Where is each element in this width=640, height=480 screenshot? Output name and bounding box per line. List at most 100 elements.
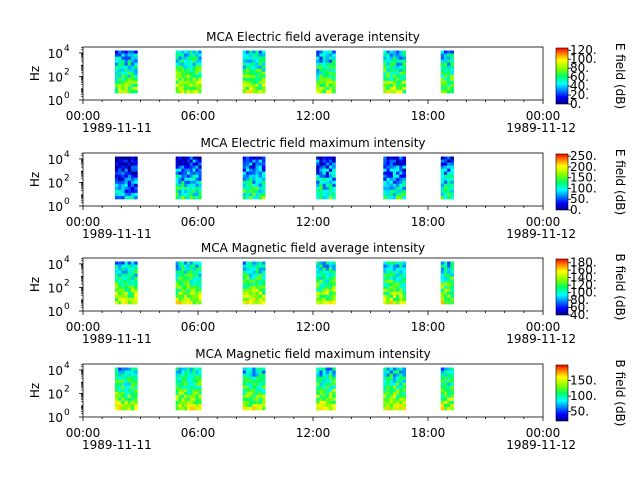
spectrogram-cell xyxy=(130,397,135,402)
y-tick-exponent: 0 xyxy=(64,197,70,207)
spectrogram-cell xyxy=(328,385,333,390)
spectrogram-cell xyxy=(392,168,397,173)
spectrogram-cell xyxy=(328,391,333,396)
spectrogram-cell xyxy=(383,394,387,399)
spectrogram-cell xyxy=(245,394,250,399)
spectrogram-cell xyxy=(114,74,119,79)
spectrogram-cell xyxy=(383,59,387,64)
spectrogram-cell xyxy=(184,186,188,191)
spectrogram-cell xyxy=(181,53,185,57)
spectrogram-cell xyxy=(134,376,138,381)
spectrogram-cell xyxy=(114,379,119,384)
spectrogram-cell xyxy=(114,165,119,170)
spectrogram-cell xyxy=(181,264,185,268)
spectrogram-cell xyxy=(127,59,132,64)
spectrogram-cell xyxy=(187,282,191,287)
spectrogram-cell xyxy=(252,65,256,70)
spectrogram-cell xyxy=(178,300,182,305)
spectrogram-cell xyxy=(198,177,202,182)
spectrogram-cell xyxy=(189,65,194,70)
spectrogram-cell xyxy=(130,192,135,197)
spectrogram-cell xyxy=(332,294,336,299)
spectrogram-cell xyxy=(252,388,256,393)
spectrogram-cell xyxy=(447,394,451,399)
spectrogram-cell xyxy=(396,300,400,305)
spectrogram-cell xyxy=(198,294,202,299)
spectrogram-cell xyxy=(252,394,256,399)
spectrogram-cell xyxy=(383,282,387,287)
spectrogram-cell xyxy=(447,264,451,268)
spectrogram-cell xyxy=(316,367,320,371)
spectrogram-cell xyxy=(249,183,253,188)
spectrogram-cell xyxy=(386,282,391,287)
spectrogram-cell xyxy=(192,279,196,284)
spectrogram-cell xyxy=(258,270,263,275)
spectrogram-cell xyxy=(189,195,194,200)
spectrogram-cell xyxy=(127,71,132,76)
spectrogram-cell xyxy=(319,71,323,76)
spectrogram-cell xyxy=(181,168,185,173)
spectrogram-cell xyxy=(396,282,400,287)
spectrogram-cell xyxy=(440,270,445,275)
spectrogram-cell xyxy=(178,403,182,408)
spectrogram-cell xyxy=(249,300,253,305)
spectrogram-cell xyxy=(198,279,202,284)
spectrogram-cell xyxy=(319,177,323,182)
spectrogram-cell xyxy=(396,71,400,76)
spectrogram-cell xyxy=(189,285,194,290)
spectrogram-cell xyxy=(198,186,202,191)
spectrogram-cell xyxy=(255,83,260,88)
x-tick-label: 06:00 xyxy=(181,215,216,229)
spectrogram-cell xyxy=(192,168,196,173)
spectrogram-cell xyxy=(447,65,451,70)
spectrogram-cell xyxy=(124,370,129,374)
spectrogram-cell xyxy=(134,53,138,57)
spectrogram-cell xyxy=(195,177,199,182)
spectrogram-cell xyxy=(195,397,199,402)
spectrogram-cell xyxy=(252,59,256,64)
chart-panel-3: MCA Magnetic field average intensityHz10… xyxy=(28,241,627,346)
spectrogram-cell xyxy=(325,74,330,79)
spectrogram-cell xyxy=(450,77,454,82)
spectrogram-cell xyxy=(184,397,188,402)
spectrogram-cell xyxy=(258,168,263,173)
spectrogram-cell xyxy=(187,86,191,91)
spectrogram-cell xyxy=(443,180,448,185)
spectrogram-cell xyxy=(440,403,445,408)
spectrogram-cell xyxy=(121,83,125,88)
spectrogram-cell xyxy=(118,174,122,179)
spectrogram-cell xyxy=(245,195,250,200)
spectrogram-cell xyxy=(127,379,132,384)
spectrogram-cell xyxy=(187,83,191,88)
spectrogram-cell xyxy=(134,373,138,378)
spectrogram-cell xyxy=(322,195,327,200)
spectrogram-cell xyxy=(392,171,397,176)
spectrogram-cell xyxy=(114,50,119,54)
spectrogram-cell xyxy=(316,288,320,293)
spectrogram-cell xyxy=(118,62,122,67)
spectrogram-cell xyxy=(124,297,129,302)
spectrogram-cell xyxy=(181,297,185,302)
spectrogram-cell xyxy=(114,367,119,371)
spectrogram-cell xyxy=(383,403,387,408)
spectrogram-cell xyxy=(134,397,138,402)
spectrogram-cell xyxy=(316,74,320,79)
spectrogram-cell xyxy=(181,400,185,405)
spectrogram-cell xyxy=(184,68,188,73)
spectrogram-cell xyxy=(187,400,191,405)
spectrogram-cell xyxy=(184,162,188,167)
spectrogram-cell xyxy=(118,385,122,390)
spectrogram-cell xyxy=(198,282,202,287)
spectrogram-cell xyxy=(440,156,445,160)
spectrogram-cell xyxy=(399,291,403,296)
spectrogram-cell xyxy=(316,388,320,393)
spectrogram-cell xyxy=(181,171,185,176)
spectrogram-cell xyxy=(184,50,188,54)
colorbar-tick-label: 250. xyxy=(570,149,597,163)
spectrogram-cell xyxy=(402,367,407,371)
spectrogram-cell xyxy=(443,403,448,408)
spectrogram-cell xyxy=(189,403,194,408)
spectrogram-cell xyxy=(192,174,196,179)
spectrogram-segment xyxy=(316,367,336,411)
spectrogram-cell xyxy=(187,171,191,176)
